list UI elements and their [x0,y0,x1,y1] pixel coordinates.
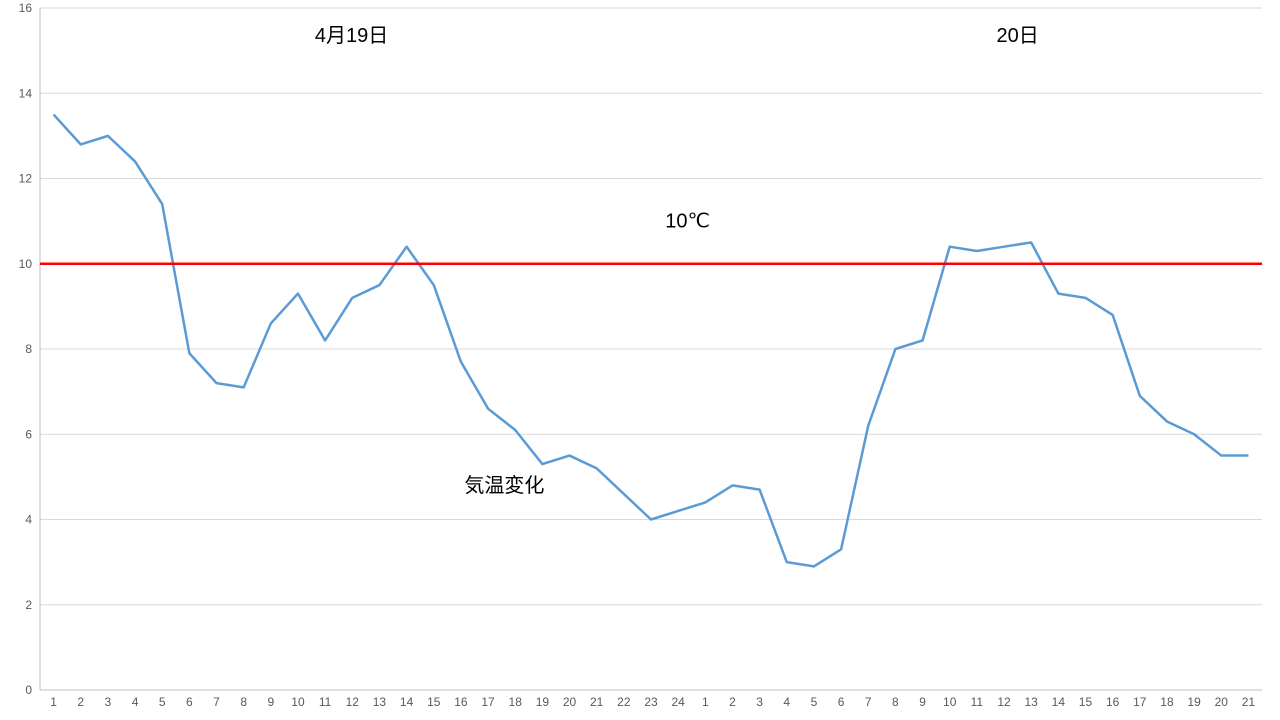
x-tick-label: 17 [481,695,495,709]
x-tick-label: 5 [811,695,818,709]
x-tick-label: 18 [1160,695,1174,709]
series-temperature [54,115,1249,567]
x-tick-label: 17 [1133,695,1147,709]
y-tick-label: 14 [19,86,33,100]
x-tick-label: 20 [563,695,577,709]
x-tick-label: 11 [319,695,332,709]
x-tick-label: 5 [159,695,166,709]
y-tick-label: 6 [25,427,32,441]
x-tick-label: 9 [919,695,926,709]
chart-svg: 0246810121416123456789101112131415161718… [0,0,1280,720]
annotation-date-2: 20日 [996,25,1038,47]
x-tick-label: 15 [427,695,441,709]
y-tick-label: 2 [25,598,32,612]
x-tick-label: 13 [1024,695,1038,709]
y-tick-label: 8 [25,342,32,356]
x-tick-label: 19 [536,695,550,709]
x-tick-label: 11 [971,695,984,709]
x-tick-label: 16 [454,695,468,709]
x-tick-label: 14 [1052,695,1066,709]
x-tick-label: 6 [838,695,845,709]
x-tick-label: 21 [1242,695,1256,709]
x-tick-label: 7 [865,695,872,709]
x-tick-label: 21 [590,695,604,709]
x-tick-label: 4 [783,695,790,709]
y-tick-label: 12 [19,172,33,186]
x-tick-label: 8 [240,695,247,709]
x-tick-label: 4 [132,695,139,709]
x-tick-label: 7 [213,695,220,709]
x-tick-label: 1 [702,695,709,709]
annotation-date-1: 4月19日 [315,25,388,47]
x-tick-label: 3 [756,695,763,709]
x-tick-label: 2 [729,695,736,709]
x-tick-label: 14 [400,695,414,709]
x-tick-label: 12 [997,695,1011,709]
x-tick-label: 15 [1079,695,1093,709]
x-tick-label: 10 [943,695,957,709]
y-tick-label: 4 [25,513,32,527]
x-tick-label: 9 [267,695,274,709]
x-tick-label: 19 [1187,695,1201,709]
x-tick-label: 20 [1215,695,1229,709]
x-tick-label: 18 [509,695,523,709]
x-tick-label: 1 [50,695,57,709]
annotation-threshold-label: 10℃ [665,211,710,233]
x-tick-label: 16 [1106,695,1120,709]
x-tick-label: 24 [671,695,685,709]
x-tick-label: 23 [644,695,658,709]
y-tick-label: 10 [19,257,33,271]
x-tick-label: 22 [617,695,631,709]
annotation-series-label: 気温変化 [464,474,544,497]
x-tick-label: 6 [186,695,193,709]
y-tick-label: 16 [19,1,33,15]
x-tick-label: 12 [346,695,360,709]
temperature-chart: 0246810121416123456789101112131415161718… [0,0,1280,720]
x-tick-label: 10 [291,695,305,709]
x-tick-label: 3 [105,695,112,709]
x-tick-label: 8 [892,695,899,709]
x-tick-label: 2 [77,695,84,709]
y-tick-label: 0 [25,683,32,697]
x-tick-label: 13 [373,695,387,709]
